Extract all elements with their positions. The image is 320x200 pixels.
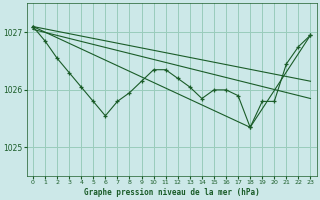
- X-axis label: Graphe pression niveau de la mer (hPa): Graphe pression niveau de la mer (hPa): [84, 188, 260, 197]
